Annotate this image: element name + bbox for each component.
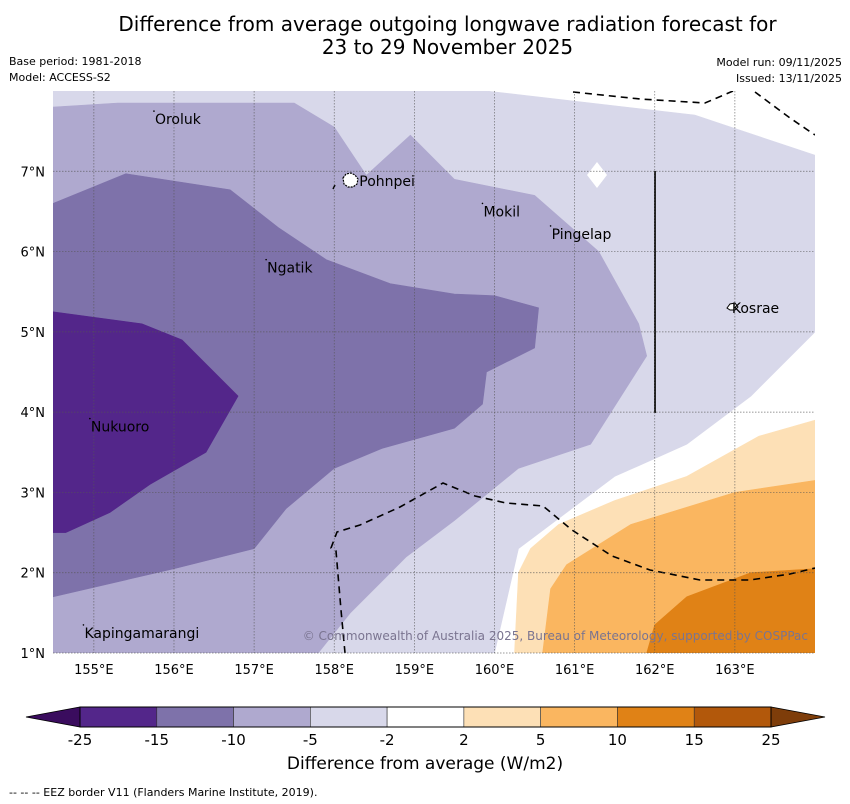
lon-tick-label: 156°E: [154, 663, 194, 678]
place-label-mokil: Mokil: [483, 204, 520, 220]
contour-region-small-neutral-patch: [587, 162, 607, 188]
contour-region--15_to_-10: [53, 173, 539, 598]
island-marker: [153, 110, 155, 112]
eez-legend-note: -- -- -- EEZ border V11 (Flanders Marine…: [9, 786, 318, 799]
colorbar-segment: [540, 706, 618, 728]
colorbar: -25 -15 -10 -5 -2 2 5 10 15 25: [25, 706, 826, 749]
colorbar-tick-label: 2: [459, 731, 469, 749]
place-label-pohnpei: Pohnpei: [359, 174, 415, 190]
axis-ticks: 155°E 156°E 157°E 158°E 159°E 160°E 161°E 162°E…: [21, 165, 755, 678]
colorbar-tick-label: 10: [608, 731, 627, 749]
colorbar-segment: [463, 706, 541, 728]
colorbar-tick-label: -5: [303, 731, 318, 749]
chart-title-line1: Difference from average outgoing longwav…: [118, 12, 777, 36]
colorbar-tick-label: 15: [685, 731, 704, 749]
eez-border-northeast: [754, 91, 815, 136]
pohnpei-island-outline: [342, 172, 359, 188]
lat-tick-label: 7°N: [21, 165, 46, 180]
copyright-notice: © Commonwealth of Australia 2025, Bureau…: [303, 629, 808, 643]
model-run: Model run: 09/11/2025: [716, 56, 842, 69]
contour-regions: [53, 91, 815, 653]
chart-title-line2: 23 to 29 November 2025: [321, 35, 574, 59]
lon-tick-label: 161°E: [555, 663, 595, 678]
colorbar-segment: [156, 706, 234, 728]
place-label-oroluk: Oroluk: [155, 112, 202, 128]
gridlines: [53, 91, 815, 654]
place-label-kapingamarangi: Kapingamarangi: [84, 626, 199, 642]
lat-tick-label: 5°N: [21, 326, 46, 341]
colorbar-over-arrow: [770, 706, 826, 728]
lon-tick-label: 159°E: [395, 663, 435, 678]
colorbar-segment: [386, 706, 465, 728]
lat-tick-label: 2°N: [21, 567, 46, 582]
island-outlines: [342, 172, 739, 311]
colorbar-segment: [617, 706, 695, 728]
meta-right: Model run: 09/11/2025 Issued: 13/11/2025: [716, 55, 842, 87]
lat-tick-label: 3°N: [21, 486, 46, 501]
lon-tick-label: 158°E: [314, 663, 354, 678]
lat-tick-label: 4°N: [21, 406, 46, 421]
island-marker: [481, 202, 484, 205]
colorbar-segment: [693, 706, 772, 728]
colorbar-tick-label: -15: [145, 731, 170, 749]
colorbar-segment: [233, 706, 311, 728]
lat-tick-label: 6°N: [21, 246, 46, 261]
colorbar-tick-label: -2: [380, 731, 395, 749]
island-marker: [89, 417, 91, 420]
lon-tick-label: 162°E: [635, 663, 675, 678]
place-label-kosrae: Kosrae: [732, 301, 779, 317]
place-label-ngatik: Ngatik: [267, 261, 313, 277]
colorbar-segment: [310, 706, 388, 728]
model-name: Model: ACCESS-S2: [9, 71, 111, 84]
lon-tick-label: 155°E: [74, 663, 114, 678]
meta-left: Base period: 1981-2018 Model: ACCESS-S2: [9, 54, 141, 86]
lat-tick-label: 1°N: [21, 647, 46, 662]
colorbar-outline: [79, 706, 772, 728]
place-labels: Oroluk Pohnpei Mokil Pingelap Ngatik Kosrae Nu…: [82, 110, 779, 642]
lon-tick-label: 163°E: [715, 663, 755, 678]
place-label-nukuoro: Nukuoro: [91, 420, 149, 436]
eez-border-south: [330, 482, 815, 653]
colorbar-tick-label: -10: [221, 731, 246, 749]
lon-tick-label: 157°E: [234, 663, 274, 678]
lon-tick-label: 160°E: [475, 663, 515, 678]
place-label-pingelap: Pingelap: [552, 227, 612, 243]
island-marker: [549, 225, 552, 227]
colorbar-tick-label: 25: [761, 731, 780, 749]
colorbar-tick-label: -25: [68, 731, 93, 749]
base-period: Base period: 1981-2018: [9, 55, 142, 68]
colorbar-title: Difference from average (W/m2): [286, 754, 564, 774]
colorbar-segment: [79, 706, 158, 728]
island-marker: [265, 258, 267, 261]
colorbar-under-arrow: [25, 706, 81, 728]
contour-region-10_to_15: [646, 568, 815, 653]
contour-region--25_to_-15: [53, 311, 239, 533]
island-marker: [82, 624, 85, 626]
colorbar-tick-label: 5: [536, 731, 546, 749]
eez-border-north: [572, 91, 736, 104]
chart-title: Difference from average outgoing longwav…: [0, 13, 850, 59]
issued-date: Issued: 13/11/2025: [735, 72, 842, 85]
kosrae-island-outline: [726, 302, 739, 311]
